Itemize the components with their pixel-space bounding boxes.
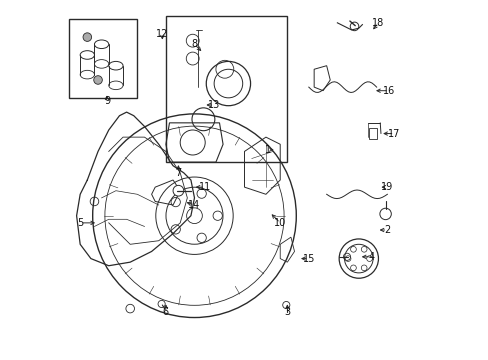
Text: 9: 9 <box>103 96 110 107</box>
Text: 5: 5 <box>77 218 83 228</box>
Text: 16: 16 <box>382 86 394 96</box>
Text: 6: 6 <box>163 307 169 317</box>
Text: 19: 19 <box>381 182 393 192</box>
Text: 4: 4 <box>367 252 374 262</box>
Text: 12: 12 <box>156 28 168 39</box>
Bar <box>165 16 287 162</box>
Bar <box>69 19 137 98</box>
Circle shape <box>173 185 183 196</box>
Circle shape <box>94 76 102 84</box>
Text: 18: 18 <box>371 18 384 28</box>
Circle shape <box>83 33 91 41</box>
Text: 1: 1 <box>264 145 270 155</box>
Text: 7: 7 <box>175 168 181 178</box>
Text: 3: 3 <box>284 307 290 317</box>
Bar <box>368 128 376 139</box>
Text: 8: 8 <box>191 39 197 49</box>
Text: 10: 10 <box>274 218 286 228</box>
Text: 15: 15 <box>302 253 314 264</box>
Text: 13: 13 <box>207 100 220 110</box>
Text: 11: 11 <box>199 182 211 192</box>
Text: 17: 17 <box>387 129 400 139</box>
Text: 14: 14 <box>188 200 200 210</box>
Text: 2: 2 <box>384 225 390 235</box>
